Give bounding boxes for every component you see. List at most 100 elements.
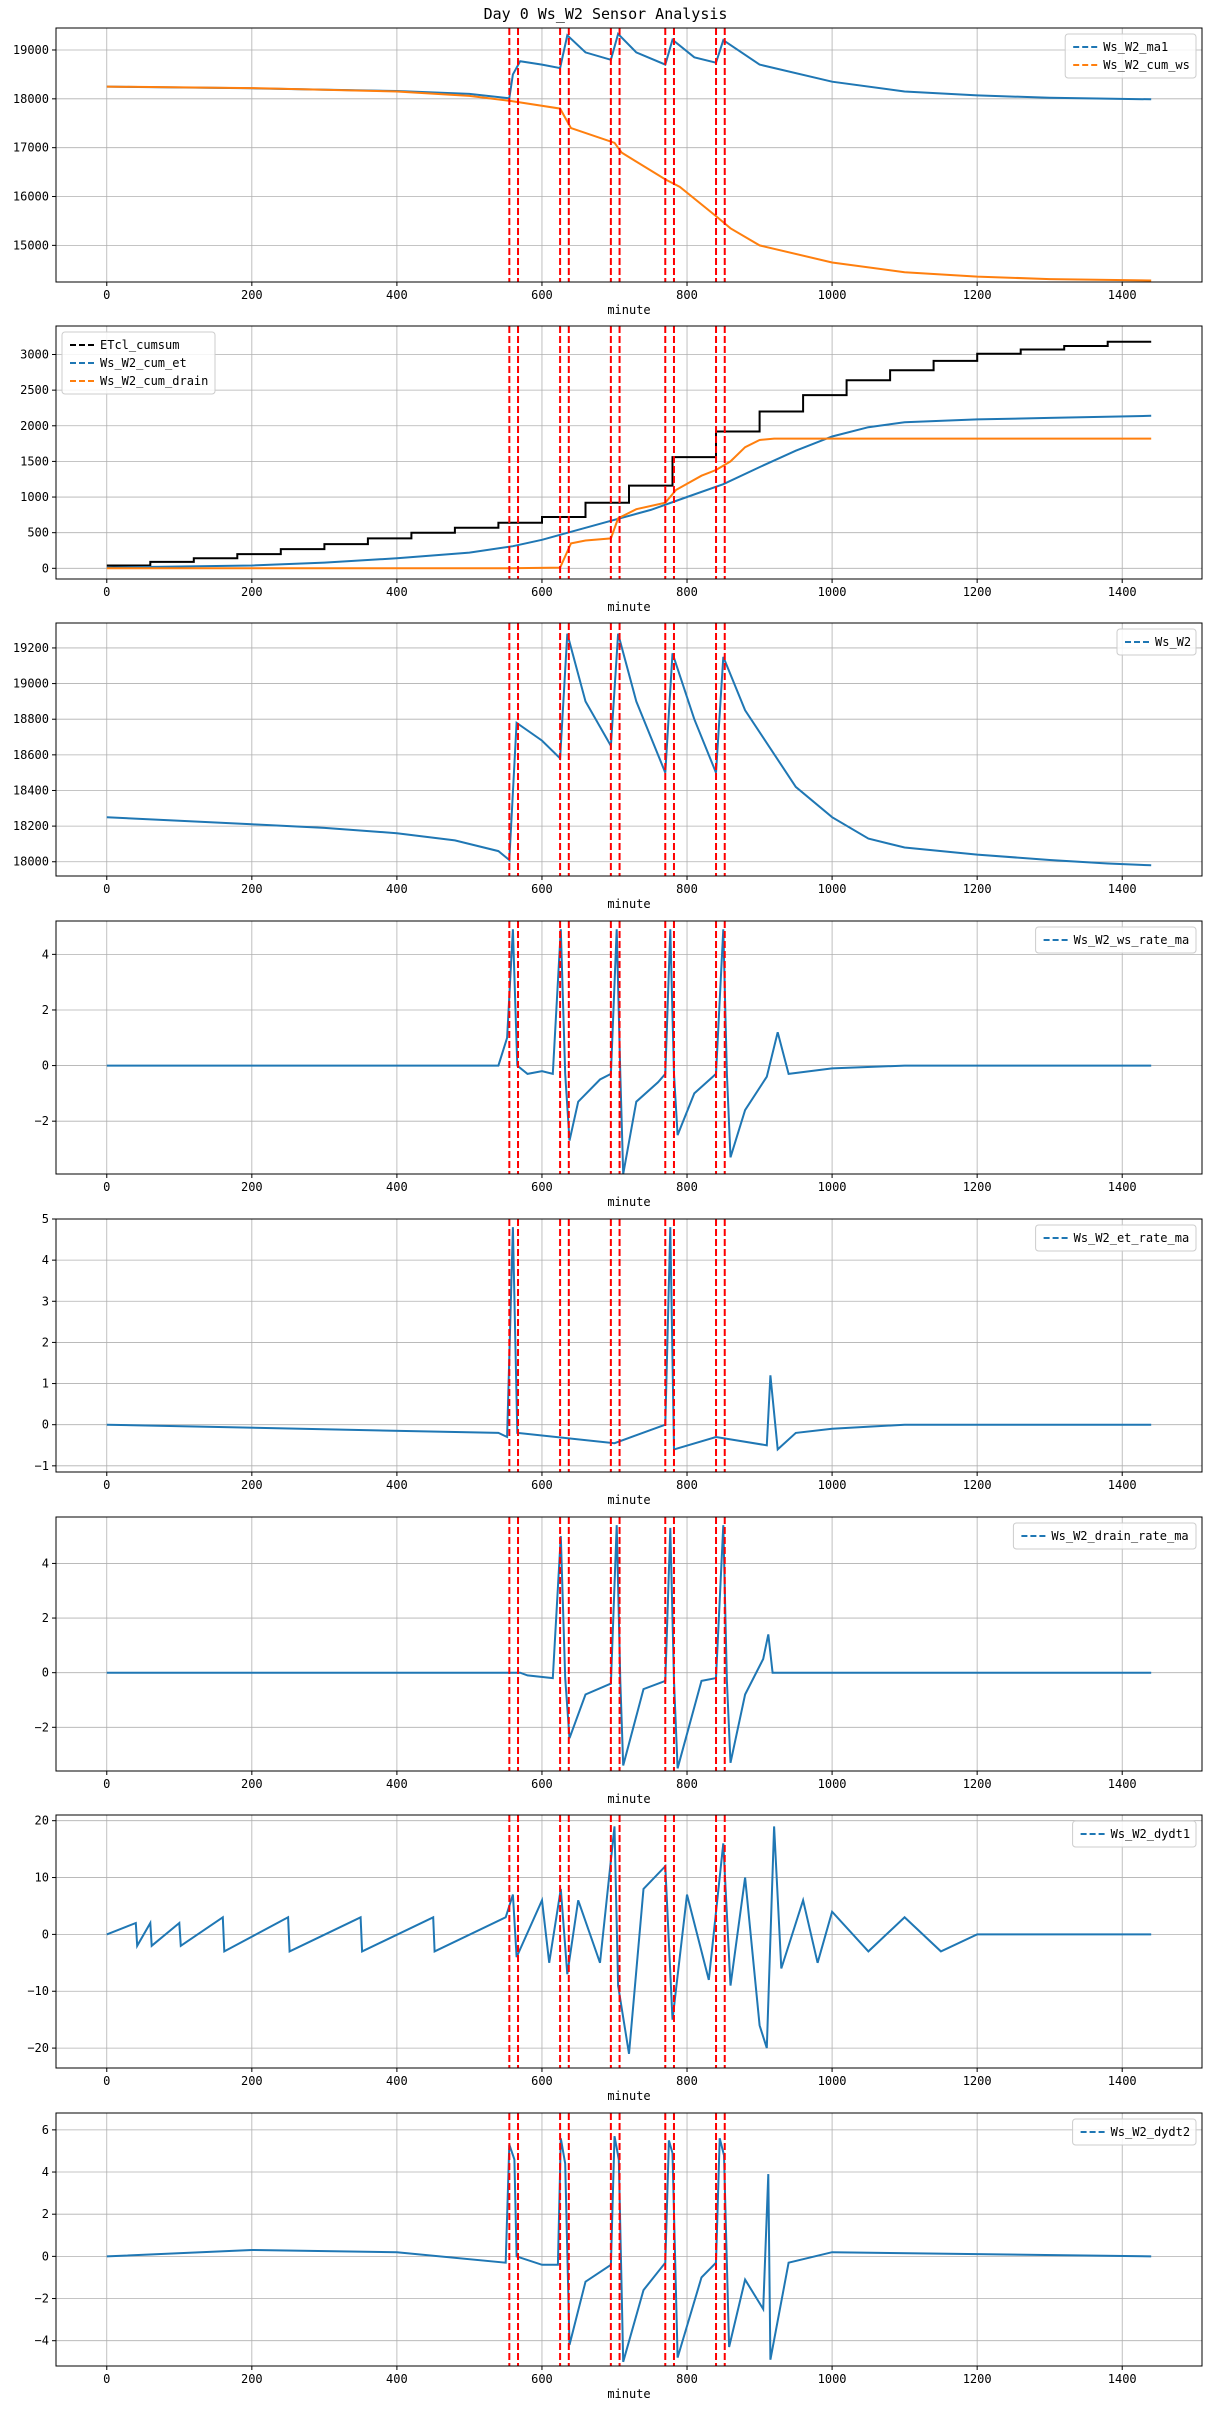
x-tick-label: 1200 bbox=[963, 1180, 992, 1194]
x-tick-label: 400 bbox=[386, 2372, 408, 2386]
series-line-Ws_W2_dydt1 bbox=[106, 1826, 1152, 2054]
x-tick-label: 800 bbox=[676, 2372, 698, 2386]
x-tick-label: 1400 bbox=[1108, 882, 1137, 896]
y-tick-label: 18800 bbox=[13, 712, 49, 726]
x-tick-label: 0 bbox=[103, 2074, 110, 2088]
y-tick-label: 18200 bbox=[13, 819, 49, 833]
x-tick-label: 0 bbox=[103, 585, 110, 599]
x-axis-label: minute bbox=[607, 897, 650, 911]
legend-entry: Ws_W2_et_rate_ma bbox=[1074, 1231, 1190, 1245]
data-layer bbox=[106, 623, 1152, 876]
legend-box bbox=[1072, 2118, 1197, 2146]
x-tick-label: 1000 bbox=[818, 1777, 847, 1791]
y-tick-label: 2000 bbox=[20, 419, 49, 433]
y-tick-label: 18400 bbox=[13, 783, 49, 797]
y-tick-label: −1 bbox=[35, 1459, 49, 1473]
x-tick-label: 1200 bbox=[963, 2074, 992, 2088]
y-tick-label: 0 bbox=[42, 1927, 49, 1941]
axes-frame bbox=[55, 1516, 1203, 1772]
x-axis-label: minute bbox=[607, 303, 650, 317]
legend-box bbox=[1072, 1820, 1197, 1848]
data-layer bbox=[106, 28, 1152, 282]
x-tick-label: 1200 bbox=[963, 882, 992, 896]
x-tick-label: 1000 bbox=[818, 2372, 847, 2386]
legend-entry: Ws_W2_dydt1 bbox=[1111, 1827, 1190, 1841]
x-tick-label: 1000 bbox=[818, 882, 847, 896]
x-tick-label: 400 bbox=[386, 1478, 408, 1492]
series-line-Ws_W2 bbox=[106, 633, 1152, 867]
legend-entry: Ws_W2_cum_et bbox=[100, 356, 187, 370]
y-tick-label: 0 bbox=[42, 1418, 49, 1432]
series-line-Ws_W2_ma1 bbox=[106, 31, 1152, 101]
x-tick-label: 200 bbox=[241, 1777, 263, 1791]
y-tick-label: −2 bbox=[35, 1720, 49, 1734]
legend: Ws_W2_ws_rate_ma bbox=[1035, 926, 1197, 954]
x-tick-label: 200 bbox=[241, 882, 263, 896]
x-tick-label: 1200 bbox=[963, 2372, 992, 2386]
axes-frame bbox=[55, 27, 1203, 283]
axes-frame bbox=[55, 2112, 1203, 2367]
y-tick-label: 4 bbox=[42, 1253, 49, 1267]
data-layer bbox=[106, 921, 1152, 1174]
x-tick-label: 1400 bbox=[1108, 585, 1137, 599]
x-tick-label: 800 bbox=[676, 585, 698, 599]
x-tick-label: 1400 bbox=[1108, 2372, 1137, 2386]
x-tick-label: 1400 bbox=[1108, 1180, 1137, 1194]
x-tick-label: 1400 bbox=[1108, 1777, 1137, 1791]
x-tick-label: 600 bbox=[531, 1777, 553, 1791]
x-tick-label: 1000 bbox=[818, 585, 847, 599]
x-tick-label: 200 bbox=[241, 585, 263, 599]
x-tick-label: 200 bbox=[241, 2074, 263, 2088]
panel-7: 0 200 400 600 800 1000 1200 1400 −20 −10 0 10 20 minu… bbox=[27, 1814, 1203, 2103]
panel-8: 0 200 400 600 800 1000 1200 1400 −4 −2 0 2 4 6 minute W… bbox=[35, 2112, 1203, 2401]
legend-entry: Ws_W2_dydt2 bbox=[1111, 2125, 1190, 2139]
x-tick-label: 1000 bbox=[818, 1180, 847, 1194]
series-line-Ws_W2_cum_ws bbox=[106, 85, 1152, 282]
x-tick-label: 0 bbox=[103, 882, 110, 896]
axes-frame bbox=[55, 920, 1203, 1175]
x-tick-label: 0 bbox=[103, 1180, 110, 1194]
x-tick-label: 600 bbox=[531, 882, 553, 896]
x-tick-label: 400 bbox=[386, 2074, 408, 2088]
y-tick-label: 3 bbox=[42, 1294, 49, 1308]
x-tick-label: 0 bbox=[103, 2372, 110, 2386]
x-tick-label: 800 bbox=[676, 882, 698, 896]
y-tick-label: 6 bbox=[42, 2123, 49, 2137]
y-tick-label: 19000 bbox=[13, 43, 49, 57]
legend: Ws_W2_et_rate_ma bbox=[1035, 1224, 1197, 1252]
x-tick-label: 200 bbox=[241, 1478, 263, 1492]
x-axis-label: minute bbox=[607, 1792, 650, 1806]
x-axis-label: minute bbox=[607, 2387, 650, 2401]
x-tick-label: 1000 bbox=[818, 2074, 847, 2088]
y-tick-label: 18000 bbox=[13, 855, 49, 869]
panel-5: 0 200 400 600 800 1000 1200 1400 −1 0 1 2 3 4 5 minute W… bbox=[35, 1212, 1203, 1507]
y-tick-label: 4 bbox=[42, 947, 49, 961]
x-tick-label: 1000 bbox=[818, 1478, 847, 1492]
series-line-Ws_W2_cum_et bbox=[106, 414, 1152, 569]
y-tick-label: 19000 bbox=[13, 677, 49, 691]
x-axis-label: minute bbox=[607, 1493, 650, 1507]
y-tick-label: 1 bbox=[42, 1377, 49, 1391]
data-layer bbox=[106, 1219, 1152, 1472]
figure-title: Day 0 Ws_W2 Sensor Analysis bbox=[483, 5, 728, 23]
y-tick-label: 0 bbox=[42, 2249, 49, 2263]
legend: Ws_W2_ma1 Ws_W2_cum_ws bbox=[1064, 33, 1197, 79]
legend-entry: Ws_W2_cum_ws bbox=[1103, 58, 1190, 72]
y-tick-label: 20 bbox=[35, 1814, 49, 1828]
panel-1: 0 200 400 600 800 1000 1200 1400 15000 16000 17000… bbox=[13, 27, 1203, 317]
legend-entry: Ws_W2 bbox=[1155, 635, 1191, 649]
x-tick-label: 600 bbox=[531, 2372, 553, 2386]
x-tick-label: 200 bbox=[241, 1180, 263, 1194]
y-tick-label: 1500 bbox=[20, 454, 49, 468]
x-tick-label: 1400 bbox=[1108, 2074, 1137, 2088]
axes-frame bbox=[55, 1218, 1203, 1473]
y-tick-label: 19200 bbox=[13, 641, 49, 655]
y-tick-label: −2 bbox=[35, 2292, 49, 2306]
legend: Ws_W2_dydt2 bbox=[1072, 2118, 1197, 2146]
data-layer bbox=[106, 326, 1152, 579]
x-tick-label: 800 bbox=[676, 1180, 698, 1194]
x-tick-label: 0 bbox=[103, 1777, 110, 1791]
y-tick-label: 500 bbox=[27, 526, 49, 540]
